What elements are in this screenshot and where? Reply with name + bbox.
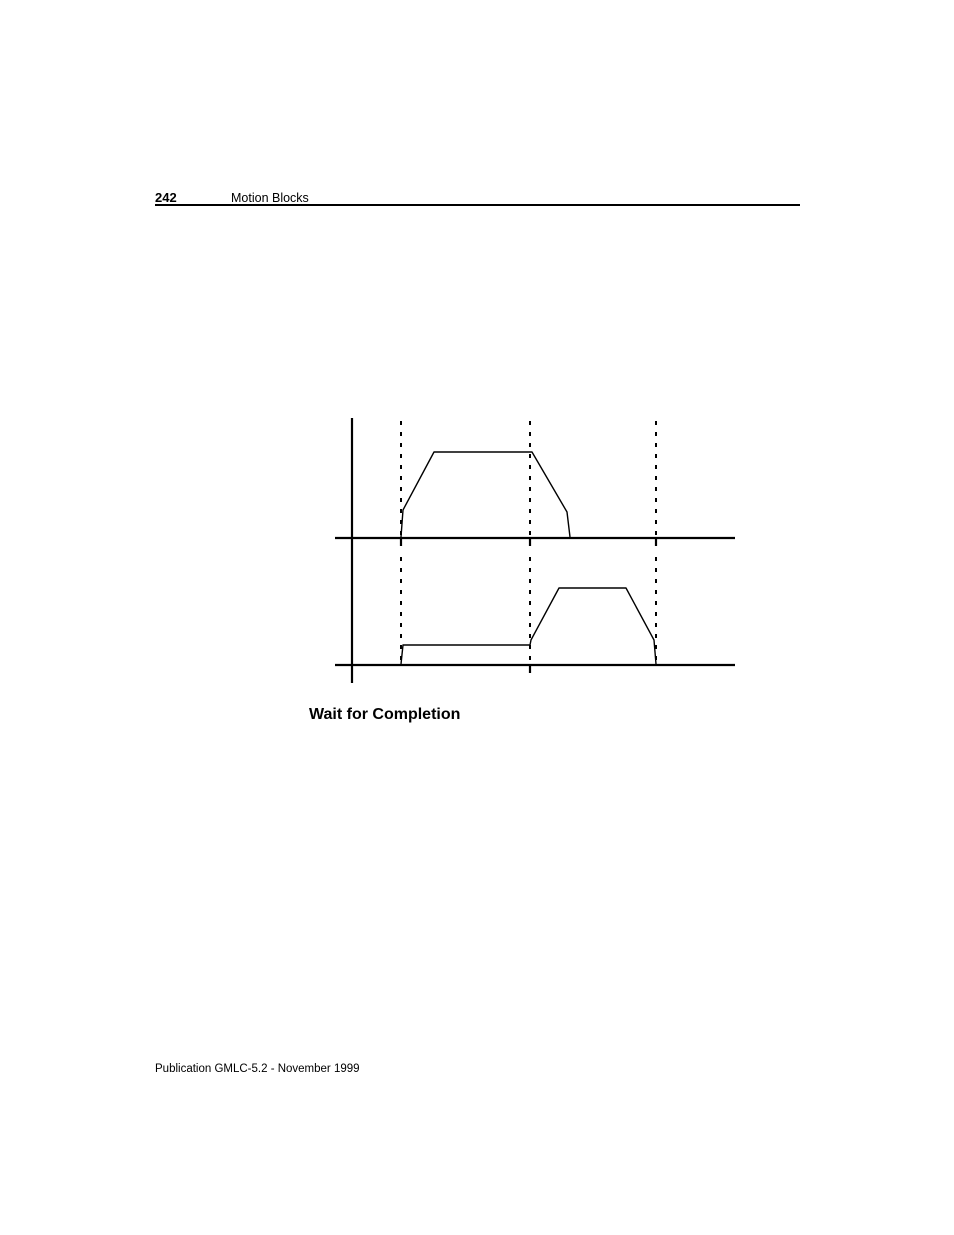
figure-caption: Wait for Completion xyxy=(309,706,460,724)
section-title: Motion Blocks xyxy=(231,191,309,205)
motion-profile-diagram xyxy=(335,415,745,690)
header-rule xyxy=(155,204,800,206)
footer-text: Publication GMLC-5.2 - November 1999 xyxy=(155,1063,360,1075)
page: 242 Motion Blocks Wait for Completion Pu… xyxy=(0,0,954,1235)
page-number: 242 xyxy=(155,190,177,205)
